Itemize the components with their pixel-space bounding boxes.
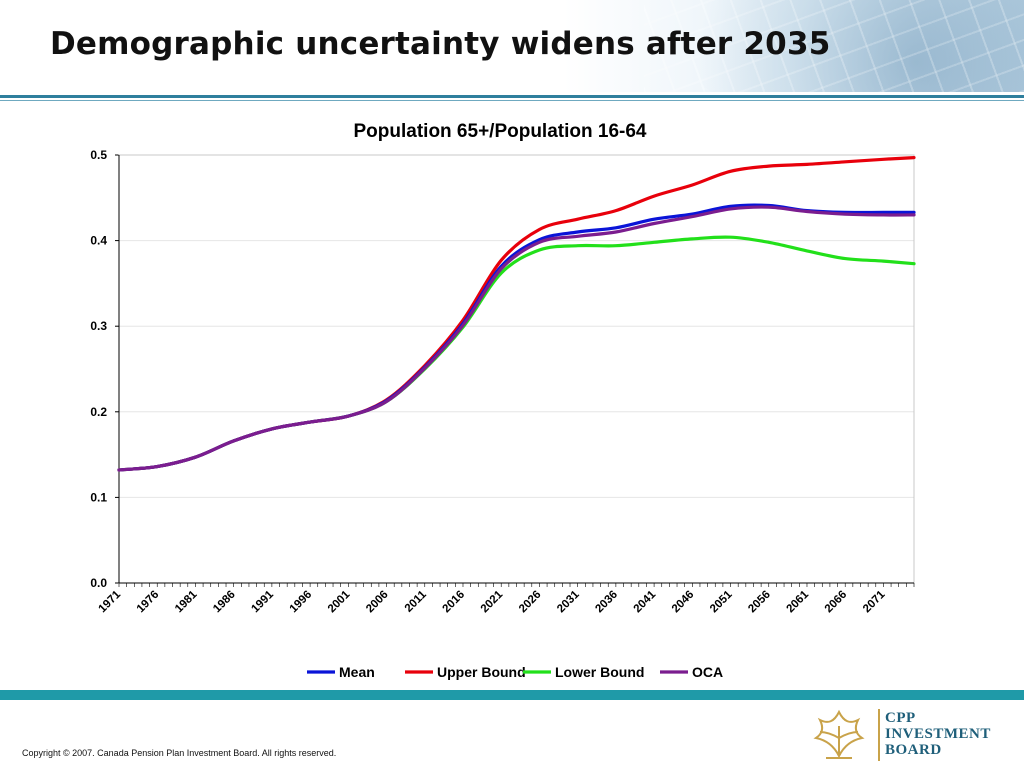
y-tick-label: 0.2 (90, 405, 107, 419)
x-tick-label: 1996 (288, 589, 315, 616)
logo-wordmark: CPP INVESTMENT BOARD (885, 710, 991, 758)
globe-image (664, 0, 1024, 92)
x-tick-label: 2046 (670, 589, 697, 616)
legend-label-lower-bound: Lower Bound (555, 664, 644, 680)
y-tick-label: 0.5 (90, 148, 107, 162)
x-tick-label: 2056 (746, 589, 773, 616)
series-line-upper-bound (117, 156, 916, 472)
logo-line-1: CPP (885, 710, 916, 726)
copyright-text: Copyright © 2007. Canada Pension Plan In… (22, 748, 337, 758)
x-tick-label: 2021 (479, 588, 506, 615)
y-tick-label: 0.1 (90, 490, 107, 504)
legend-label-mean: Mean (339, 664, 375, 680)
logo-divider (878, 709, 880, 761)
y-tick-label: 0.4 (90, 234, 107, 248)
x-tick-label: 2031 (555, 588, 582, 615)
chart-area: Population 65+/Population 16-64 0.0 0.1 0.2… (90, 121, 916, 680)
x-tick-label: 1971 (97, 588, 124, 615)
y-tick-label: 0.3 (90, 319, 107, 333)
x-tick-label: 2041 (632, 588, 659, 615)
y-tick-label: 0.0 (90, 576, 107, 590)
legend-label-upper-bound: Upper Bound (437, 664, 526, 680)
header-rule (0, 95, 1024, 98)
globe-grid-lines (644, 0, 1024, 92)
logo-line-3: BOARD (885, 742, 942, 758)
x-tick-label: 2066 (823, 589, 850, 616)
header-rule-thin (0, 100, 1024, 101)
x-tick-label: 2001 (326, 588, 353, 615)
x-tick-label: 2051 (708, 588, 735, 615)
header-background (0, 0, 1024, 92)
x-tick-label: 2016 (441, 589, 468, 616)
x-tick-label: 1981 (173, 588, 200, 615)
x-tick-label: 2061 (785, 588, 812, 615)
x-tick-label: 2026 (517, 589, 544, 616)
plot-frame (118, 154, 915, 584)
chart-title: Population 65+/Population 16-64 (354, 121, 647, 142)
company-logo: CPP INVESTMENT BOARD (806, 706, 1016, 764)
x-tick-label: 2011 (403, 588, 430, 615)
x-tick-label: 2006 (364, 589, 391, 616)
x-tick-label: 2036 (593, 589, 620, 616)
series-line-oca (117, 205, 916, 472)
x-tick-label: 1986 (211, 589, 238, 616)
logo-line-2: INVESTMENT (885, 726, 991, 742)
x-tick-label: 1976 (135, 589, 162, 616)
x-tick-label: 2071 (861, 588, 888, 615)
x-tick-label: 1991 (249, 588, 276, 615)
maple-leaf-logo-icon (813, 709, 865, 759)
legend-label-oca: OCA (692, 664, 723, 680)
slide-title: Demographic uncertainty widens after 203… (50, 26, 831, 62)
footer-rule (0, 690, 1024, 700)
series-line-lower-bound (117, 235, 916, 472)
